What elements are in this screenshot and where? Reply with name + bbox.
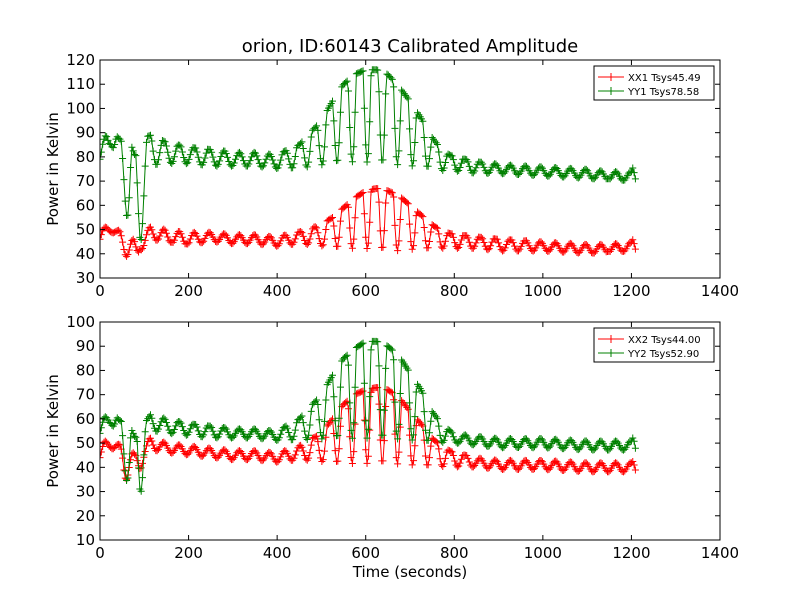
x-tick-label: 1000 <box>524 282 562 300</box>
x-tick-label: 1000 <box>524 544 562 562</box>
x-tick-label: 600 <box>351 544 380 562</box>
y-tick-label: 90 <box>76 124 95 142</box>
y-tick-label: 40 <box>76 458 95 476</box>
y-tick-label: 100 <box>66 313 95 331</box>
series-markers <box>100 184 639 260</box>
top-plot: orion, ID:60143 Calibrated Amplitude 0 20… <box>44 36 739 300</box>
y-tick-label: 110 <box>66 75 95 93</box>
series-markers <box>100 337 639 495</box>
series-2 <box>100 66 639 244</box>
x-tick-label: 400 <box>263 544 292 562</box>
y-tick-label: 50 <box>76 434 95 452</box>
legend-marker <box>607 73 615 81</box>
y-tick-label: 10 <box>76 531 95 549</box>
series-1 <box>100 383 639 483</box>
legend-marker <box>607 87 615 95</box>
legend-label: YY1 Tsys78.58 <box>627 87 699 98</box>
legend: XX1 Tsys45.49 YY1 Tsys78.58 <box>593 65 715 101</box>
legend-box <box>593 65 715 101</box>
y-tick-label: 70 <box>76 172 95 190</box>
y-tick-label: 20 <box>76 507 95 525</box>
legend-marker <box>607 349 615 357</box>
axes-frame <box>99 59 721 279</box>
y-tick-label: 60 <box>76 410 95 428</box>
x-tick-label: 800 <box>440 544 469 562</box>
x-tick-label: 1400 <box>701 282 739 300</box>
y-tick-label: 90 <box>76 337 95 355</box>
y-tick-label: 50 <box>76 221 95 239</box>
y-tick-label: 70 <box>76 386 95 404</box>
legend: XX2 Tsys44.00 YY2 Tsys52.90 <box>593 327 715 363</box>
series-line <box>100 340 636 493</box>
y-axis-label: Power in Kelvin <box>44 374 62 488</box>
legend-marker <box>607 335 615 343</box>
plot-area <box>100 337 639 495</box>
y-tick-label: 40 <box>76 245 95 263</box>
y-tick-label: 30 <box>76 483 95 501</box>
chart-title: orion, ID:60143 Calibrated Amplitude <box>242 36 578 57</box>
x-tick-label: 1400 <box>701 544 739 562</box>
y-tick-label: 60 <box>76 196 95 214</box>
x-tick-label: 200 <box>174 544 203 562</box>
x-tick-label: 0 <box>95 544 105 562</box>
x-tick-label: 200 <box>174 282 203 300</box>
x-tick-label: 400 <box>263 282 292 300</box>
legend-box <box>593 327 715 363</box>
x-tick-label: 600 <box>351 282 380 300</box>
legend-label: XX1 Tsys45.49 <box>628 73 701 84</box>
x-tick-label: 800 <box>440 282 469 300</box>
series-2 <box>100 337 639 495</box>
series-markers <box>100 383 639 483</box>
y-tick-label: 120 <box>66 51 95 69</box>
bottom-plot: 0 200 400 600 800 1000 1200 1400 10 20 30 40 50 60 70 8… <box>44 313 739 581</box>
y-axis-label: Power in Kelvin <box>44 112 62 226</box>
y-tick-label: 80 <box>76 148 95 166</box>
x-tick-label: 0 <box>95 282 105 300</box>
legend-label: XX2 Tsys44.00 <box>628 335 701 346</box>
x-tick-label: 1200 <box>612 282 650 300</box>
y-tick-label: 30 <box>76 269 95 287</box>
x-axis-label: Time (seconds) <box>352 563 468 581</box>
y-tick-label: 80 <box>76 361 95 379</box>
series-markers <box>100 66 639 244</box>
axes-frame <box>99 321 721 541</box>
legend-label: YY2 Tsys52.90 <box>627 349 699 360</box>
series-1 <box>100 184 639 260</box>
x-tick-label: 1200 <box>612 544 650 562</box>
y-tick-label: 100 <box>66 99 95 117</box>
plot-area <box>100 66 639 260</box>
